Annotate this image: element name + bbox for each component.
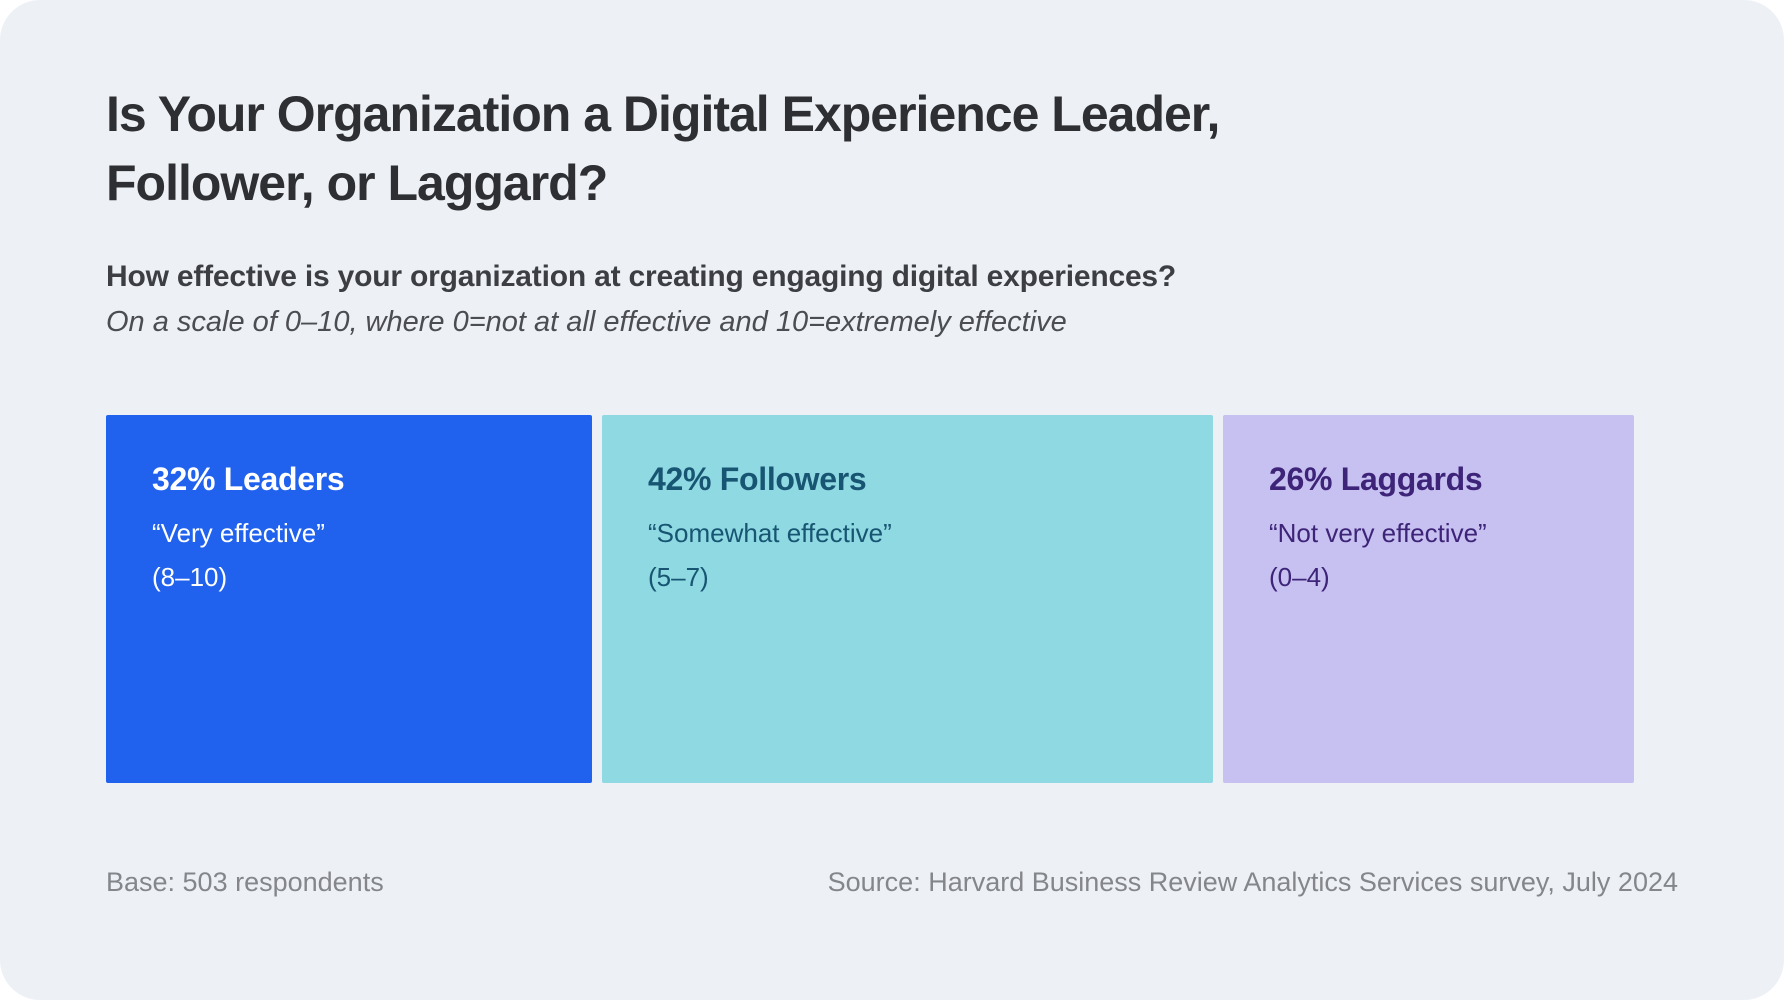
segment-followers-range: (5–7) [648, 561, 709, 592]
segment-leaders: 32% Leaders “Very effective” (8–10) [106, 415, 592, 783]
segment-followers: 42% Followers “Somewhat effective” (5–7) [602, 415, 1213, 783]
segment-followers-heading: 42% Followers [648, 461, 867, 497]
segment-laggards: 26% Laggards “Not very effective” (0–4) [1223, 415, 1634, 783]
segment-leaders-heading: 32% Leaders [152, 461, 345, 497]
base-note: Base: 503 respondents [106, 867, 384, 897]
proportional-bar-chart: 32% Leaders “Very effective” (8–10) 42% … [106, 415, 1634, 783]
segment-laggards-quote: “Not very effective” [1269, 518, 1487, 548]
segment-laggards-heading: 26% Laggards [1269, 461, 1483, 497]
segment-leaders-quote: “Very effective” [152, 518, 325, 548]
page-title: Is Your Organization a Digital Experienc… [106, 80, 1784, 218]
source-note: Source: Harvard Business Review Analytic… [827, 867, 1678, 897]
segment-laggards-range: (0–4) [1269, 561, 1330, 592]
segment-leaders-range: (8–10) [152, 561, 228, 592]
page-title-line2: Follower, or Laggard? [106, 155, 608, 211]
footer: Base: 503 respondents Source: Harvard Bu… [106, 867, 1678, 898]
segment-followers-quote: “Somewhat effective” [648, 518, 892, 548]
page-title-line1: Is Your Organization a Digital Experienc… [106, 86, 1220, 142]
scale-note: On a scale of 0–10, where 0=not at all e… [106, 306, 1067, 338]
survey-question: How effective is your organization at cr… [106, 260, 1177, 293]
